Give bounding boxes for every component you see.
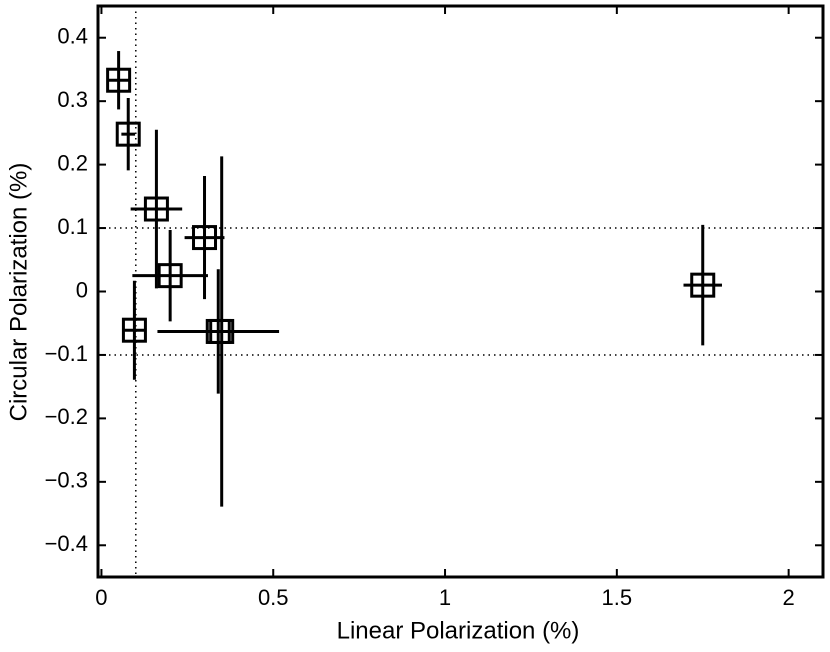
x-tick-label: 0: [95, 585, 107, 610]
y-tick-label: −0.3: [45, 468, 88, 493]
point: [121, 317, 147, 343]
y-tick-label: −0.1: [45, 341, 88, 366]
x-axis-label: Linear Polarization (%): [337, 617, 580, 644]
point: [157, 263, 183, 289]
y-tick-label: 0.3: [57, 87, 88, 112]
x-tick-label: 0.5: [258, 585, 289, 610]
point: [106, 67, 132, 93]
y-tick-label: 0.1: [57, 214, 88, 239]
y-axis-label: Circular Polarization (%): [5, 163, 32, 422]
y-tick-label: 0: [76, 277, 88, 302]
point: [690, 272, 716, 298]
point: [192, 225, 218, 251]
point: [143, 196, 169, 222]
point: [209, 318, 235, 344]
x-tick-label: 1: [439, 585, 451, 610]
y-tick-label: −0.2: [45, 404, 88, 429]
y-tick-label: 0.4: [57, 24, 88, 49]
x-tick-label: 1.5: [602, 585, 633, 610]
y-tick-label: −0.4: [45, 531, 88, 556]
point: [115, 121, 141, 147]
y-tick-label: 0.2: [57, 150, 88, 175]
x-tick-label: 2: [783, 585, 795, 610]
plot-frame: [96, 4, 825, 579]
